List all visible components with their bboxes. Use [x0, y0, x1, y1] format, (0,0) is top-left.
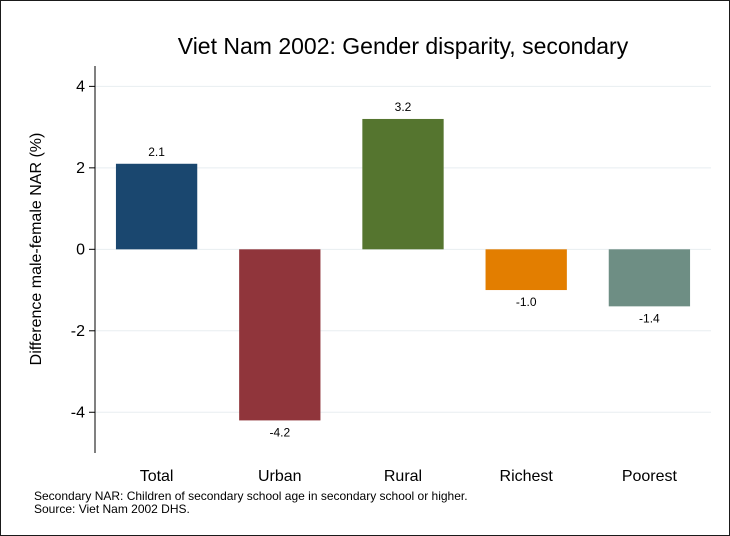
footnote-definition: Secondary NAR: Children of secondary sch… [34, 489, 468, 503]
y-axis-label: Difference male-female NAR (%) [28, 133, 45, 366]
bar-value-label: -4.2 [269, 425, 290, 439]
bar-richest [485, 249, 567, 291]
bar-value-label: -1.0 [516, 295, 537, 309]
bar-urban [239, 249, 321, 421]
y-tick-label: 4 [76, 78, 85, 95]
footnote-source: Source: Viet Nam 2002 DHS. [34, 502, 190, 516]
x-tick-label: Richest [500, 468, 554, 485]
y-tick-label: 2 [76, 160, 85, 177]
x-tick-label: Rural [384, 468, 422, 485]
y-tick-label: -2 [71, 323, 85, 340]
bar-total [115, 163, 198, 250]
bar-value-label: 2.1 [148, 145, 165, 159]
chart-title: Viet Nam 2002: Gender disparity, seconda… [178, 33, 629, 59]
bar-value-label: -1.4 [639, 311, 660, 325]
y-tick-label: 0 [76, 241, 85, 258]
x-tick-label: Poorest [622, 468, 678, 485]
x-tick-label: Total [140, 468, 174, 485]
bar-rural [362, 118, 444, 250]
bar-poorest [608, 249, 691, 307]
bar-layer: 2.1 -4.2 3.2 -1.0 -1.4 [115, 100, 691, 439]
axis-layer: -4 -2 0 2 4 Total Urban Rural Richest Poorest [71, 66, 678, 485]
bar-value-label: 3.2 [395, 100, 412, 114]
x-tick-label: Urban [258, 468, 302, 485]
y-tick-label: -4 [71, 404, 85, 421]
